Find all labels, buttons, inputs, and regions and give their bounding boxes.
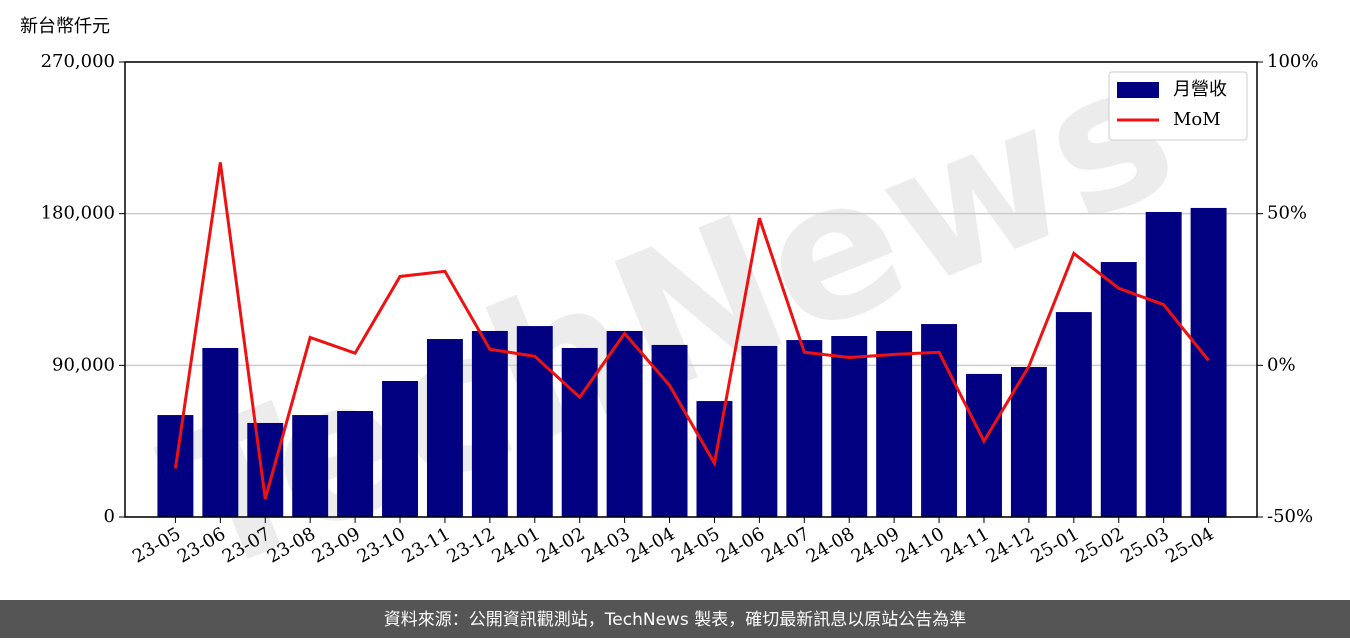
legend-label: MoM (1173, 109, 1221, 130)
bar (561, 347, 598, 517)
bar (606, 330, 643, 517)
footer-text: 資料來源：公開資訊觀測站，TechNews 製表，確切最新訊息以原站公告為準 (384, 610, 966, 630)
line (173, 162, 1210, 500)
x-tick-label: 23-12 (443, 523, 498, 567)
x-tick-label: 25-01 (1027, 523, 1082, 567)
bar (1145, 211, 1182, 517)
bar (966, 373, 1002, 517)
bar (1055, 312, 1092, 517)
y-tick-label: 180,000 (41, 203, 115, 224)
x-tick-label: 24-10 (893, 523, 948, 567)
x-tick-label: 24-06 (713, 523, 768, 567)
y2-tick-label: -50% (1267, 506, 1313, 527)
bar (1190, 207, 1227, 517)
bar (786, 340, 823, 517)
plot-frame (124, 61, 1258, 518)
x-tick-label: 24-07 (758, 523, 813, 567)
y-tick-label: 0 (104, 506, 115, 527)
x-tick-label: 24-01 (488, 523, 543, 567)
x-tick-label: 24-12 (982, 523, 1037, 567)
y2-tick-label: 50% (1267, 203, 1307, 224)
x-tick-label: 24-08 (803, 523, 858, 567)
y2-tick-label: 100% (1267, 51, 1318, 72)
x-tick-label: 24-03 (578, 523, 633, 567)
x-tick-label: 24-04 (623, 523, 678, 567)
bar (831, 336, 868, 517)
bar (1100, 262, 1137, 517)
x-tick-label: 25-04 (1162, 523, 1217, 567)
x-tick-label: 24-09 (848, 523, 903, 567)
bar (337, 411, 374, 517)
x-tick-label: 25-03 (1117, 523, 1172, 567)
footer-band (0, 600, 1350, 638)
bar (741, 345, 778, 517)
legend-label: 月營收 (1173, 79, 1227, 100)
bar (382, 381, 418, 517)
bar (202, 347, 239, 517)
y-tick-label: 90,000 (52, 354, 115, 375)
x-tick-label: 24-11 (938, 523, 993, 567)
x-tick-label: 23-05 (129, 523, 184, 567)
bar (471, 330, 508, 517)
y2-tick-label: 0% (1267, 354, 1296, 375)
x-tick-label: 25-02 (1072, 523, 1127, 567)
bar (426, 339, 463, 517)
legend-swatch (1117, 82, 1159, 98)
bar (247, 422, 284, 517)
bar (1010, 367, 1047, 517)
bar (876, 330, 913, 517)
x-tick-label: 24-02 (533, 523, 588, 567)
bar (921, 324, 958, 517)
y-axis-label: 新台幣仟元 (20, 16, 110, 37)
x-tick-label: 24-05 (668, 523, 723, 567)
y-tick-label: 270,000 (41, 51, 115, 72)
bar (292, 415, 329, 517)
